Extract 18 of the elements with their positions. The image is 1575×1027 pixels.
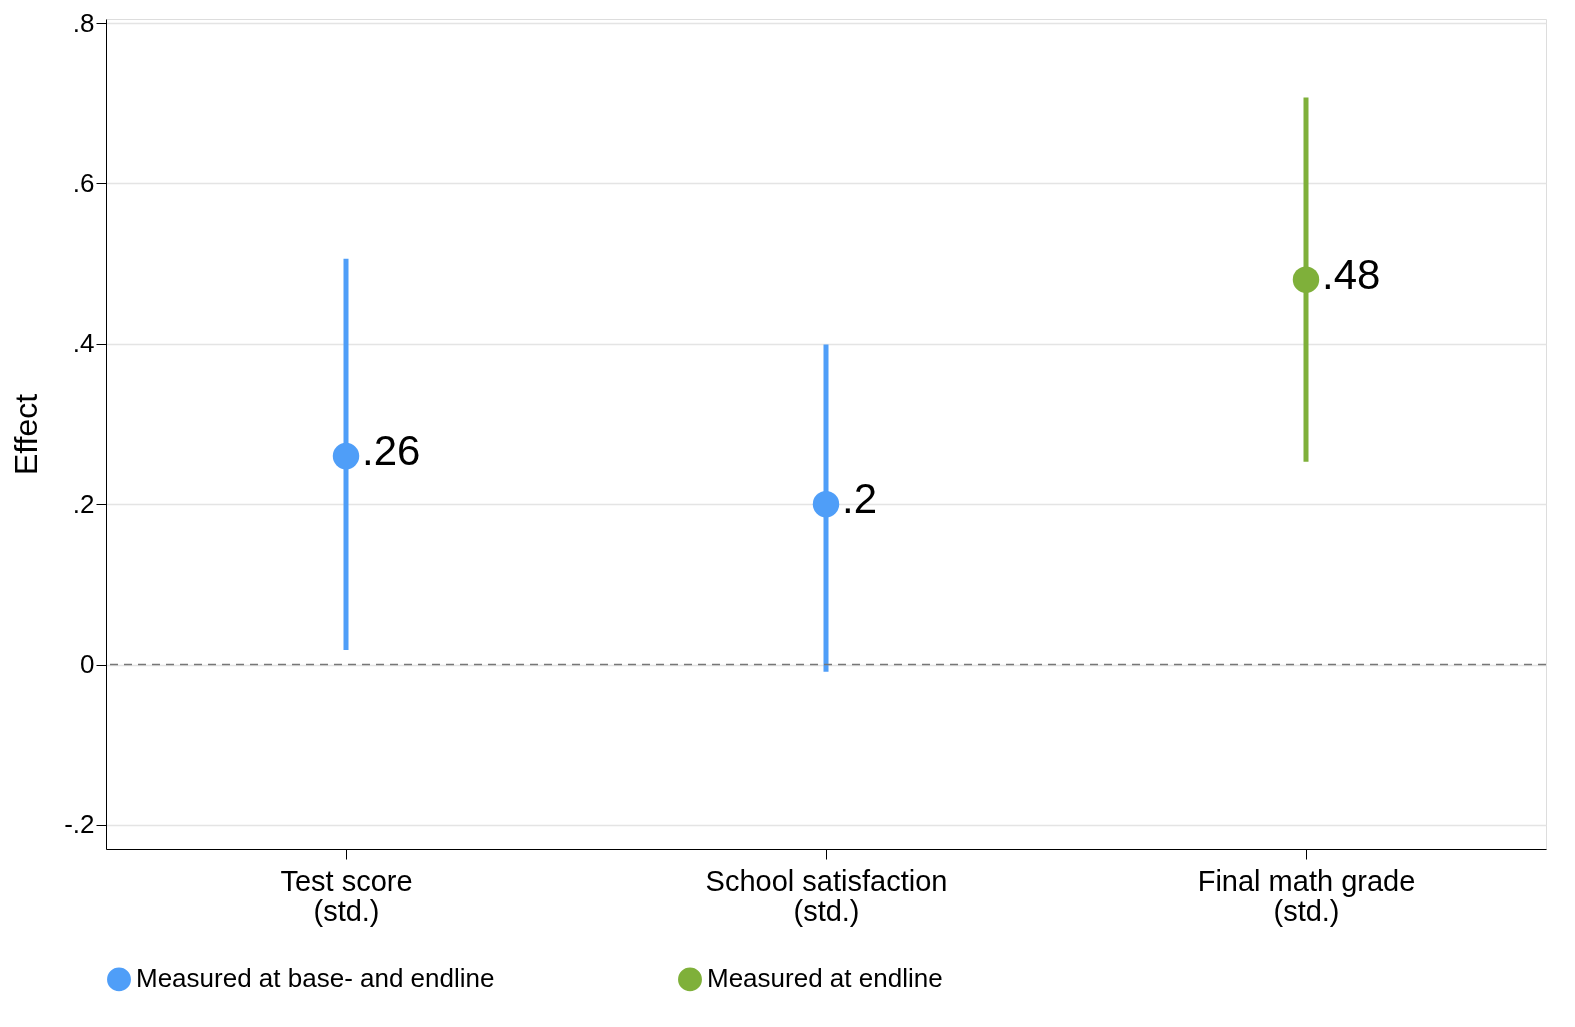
y-tick-label: -.2 xyxy=(64,809,95,840)
point xyxy=(812,490,840,518)
point xyxy=(1292,266,1320,293)
y-tick-label: .6 xyxy=(72,167,95,198)
x-tick-label: School satisfaction (std.) xyxy=(705,864,948,927)
y-tick-label: .4 xyxy=(72,328,95,359)
data-label: .48 xyxy=(1322,250,1381,298)
x-tick-label: Final math grade (std.) xyxy=(1197,864,1416,927)
y-axis-title: Effect xyxy=(8,393,45,476)
legend-label: Measured at endline xyxy=(707,963,943,994)
y-tick-label: .2 xyxy=(72,488,95,519)
x-tick-label: Test score (std.) xyxy=(280,864,413,927)
y-tick-label: 0 xyxy=(80,649,95,680)
legend-label: Measured at base- and endline xyxy=(136,963,495,994)
data-label: .2 xyxy=(842,475,878,523)
point xyxy=(332,442,360,470)
data-label: .26 xyxy=(362,427,421,475)
y-tick-label: .8 xyxy=(72,7,95,38)
